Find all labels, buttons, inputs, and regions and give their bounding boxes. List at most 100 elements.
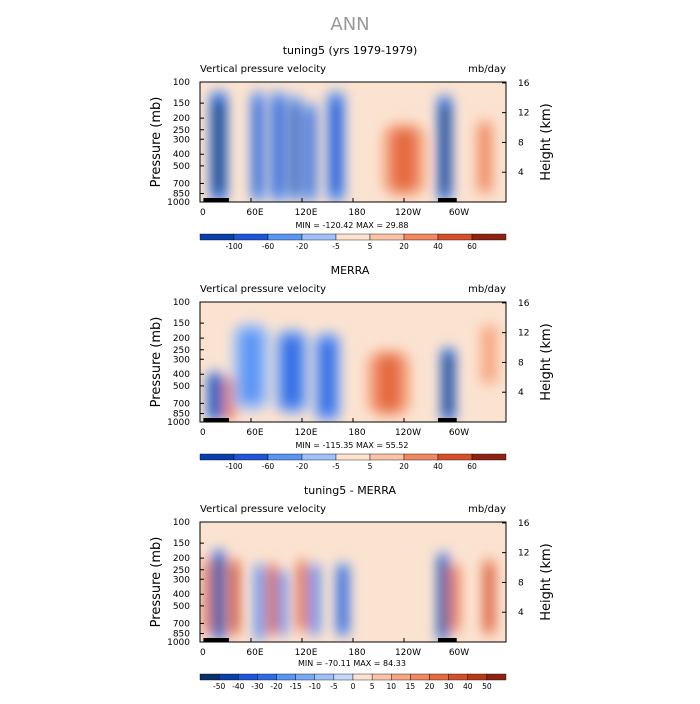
field-cell-core [439, 559, 447, 635]
field-cell-core [375, 355, 402, 412]
colorbar-bin [471, 233, 507, 241]
x-tick-label: 0 [200, 648, 206, 658]
y-tick-label: 100 [173, 518, 190, 528]
y-tick-label: 1000 [167, 198, 190, 208]
x-tick-label: 60W [449, 208, 469, 218]
y-tick-label: 400 [173, 370, 190, 380]
colorbar-bin [410, 673, 430, 681]
y-tick-labels-right: 16 12 8 4 [502, 299, 530, 398]
colorbar-bin [199, 233, 235, 241]
y-tick-label: 400 [173, 590, 190, 600]
colorbar-label: -60 [262, 462, 274, 471]
panel-title: MERRA [331, 264, 370, 277]
y-tick-label-right: 16 [518, 79, 530, 89]
colorbar-bin [352, 673, 373, 681]
field-cell-core [210, 375, 221, 418]
y-tick-label: 250 [173, 566, 190, 576]
x-tick-label: 120E [295, 648, 318, 658]
colorbar-bin [267, 233, 303, 241]
colorbar-bin [467, 673, 488, 681]
x-tick-labels: 0 60E 120E 180 120W 60W [199, 198, 469, 218]
colorbar-bin [295, 673, 315, 681]
field-cell-core [338, 568, 347, 631]
x-tick-label: 60W [449, 648, 469, 658]
field-cell-core [269, 568, 276, 631]
colorbar-label: 60 [467, 242, 477, 251]
heatmap-field [200, 82, 506, 202]
colorbar-bin [301, 453, 337, 461]
colorbar-label: -5 [330, 682, 338, 691]
y-tick-label: 300 [173, 355, 190, 365]
colorbar-bin [301, 233, 337, 241]
topography-mask [203, 198, 229, 202]
field-cell-core [282, 336, 302, 407]
y-tick-label: 1000 [167, 418, 190, 428]
y-tick-label: 850 [173, 190, 190, 200]
colorbar-label: 30 [444, 682, 454, 691]
heatmap-field [200, 302, 506, 422]
colorbar-bin [335, 453, 371, 461]
colorbar-bin [391, 673, 411, 681]
y-tick-label-right: 4 [518, 168, 524, 178]
y-tick-label: 200 [173, 334, 190, 344]
y-tick-label: 500 [173, 602, 190, 612]
colorbar-bin [238, 673, 258, 681]
colorbar-label: 40 [433, 462, 443, 471]
y-tick-label: 400 [173, 150, 190, 160]
y-tick-label-right: 4 [518, 608, 524, 618]
figure-title: ANN [330, 14, 369, 35]
colorbar-bin [233, 233, 269, 241]
field-cell-core [253, 100, 262, 194]
field-cell-core [298, 564, 306, 628]
y-axis-label-right: Height (km) [539, 323, 554, 400]
y-tick-label-right: 16 [518, 299, 530, 309]
x-tick-label: 60E [246, 208, 263, 218]
colorbar-bin [448, 673, 468, 681]
x-tick-label: 60E [246, 428, 263, 438]
field-cell-core [483, 328, 495, 381]
colorbar-label: 5 [370, 682, 375, 691]
min-max-stats: MIN = -120.42 MAX = 29.88 [295, 221, 408, 230]
field-cell-core [280, 575, 286, 632]
topography-mask [203, 418, 229, 422]
colorbar-label: 15 [406, 682, 416, 691]
y-tick-label: 300 [173, 135, 190, 145]
colorbar: -100 -60 -20 -5 5 20 40 60 [199, 453, 507, 471]
colorbar-label: 40 [463, 682, 473, 691]
colorbar-bin [257, 673, 277, 681]
panel-difference: tuning5 - MERRA Vertical pressure veloci… [149, 484, 554, 691]
colorbar-label: 50 [482, 682, 492, 691]
y-tick-label: 100 [173, 298, 190, 308]
x-tick-label: 0 [200, 428, 206, 438]
colorbar-label: -30 [251, 682, 263, 691]
colorbar-label: -40 [232, 682, 244, 691]
y-tick-label: 700 [173, 179, 190, 189]
x-tick-label: 180 [348, 428, 365, 438]
y-tick-label-right: 8 [518, 358, 524, 368]
field-label: Vertical pressure velocity [200, 504, 326, 515]
colorbar-label: -100 [225, 242, 242, 251]
colorbar-label: 5 [368, 242, 373, 251]
y-axis-label: Pressure (mb) [149, 97, 164, 188]
field-cell-core [213, 100, 224, 194]
colorbar-label: -100 [225, 462, 242, 471]
field-cell-core [478, 124, 491, 191]
colorbar-bin [369, 453, 405, 461]
colorbar-bin [199, 453, 235, 461]
colorbar-label: -20 [270, 682, 282, 691]
x-tick-label: 60E [246, 648, 263, 658]
colorbar-label: -20 [296, 242, 308, 251]
units-label: mb/day [468, 284, 506, 295]
field-cell-core [484, 564, 494, 631]
colorbar-bin [486, 673, 507, 681]
colorbar-label: -60 [262, 242, 274, 251]
x-tick-label: 120W [395, 428, 421, 438]
x-tick-labels: 0 60E 120E 180 120W 60W [199, 418, 469, 438]
field-label: Vertical pressure velocity [200, 64, 326, 75]
x-tick-label: 180 [348, 648, 365, 658]
y-tick-label-right: 12 [518, 549, 529, 559]
